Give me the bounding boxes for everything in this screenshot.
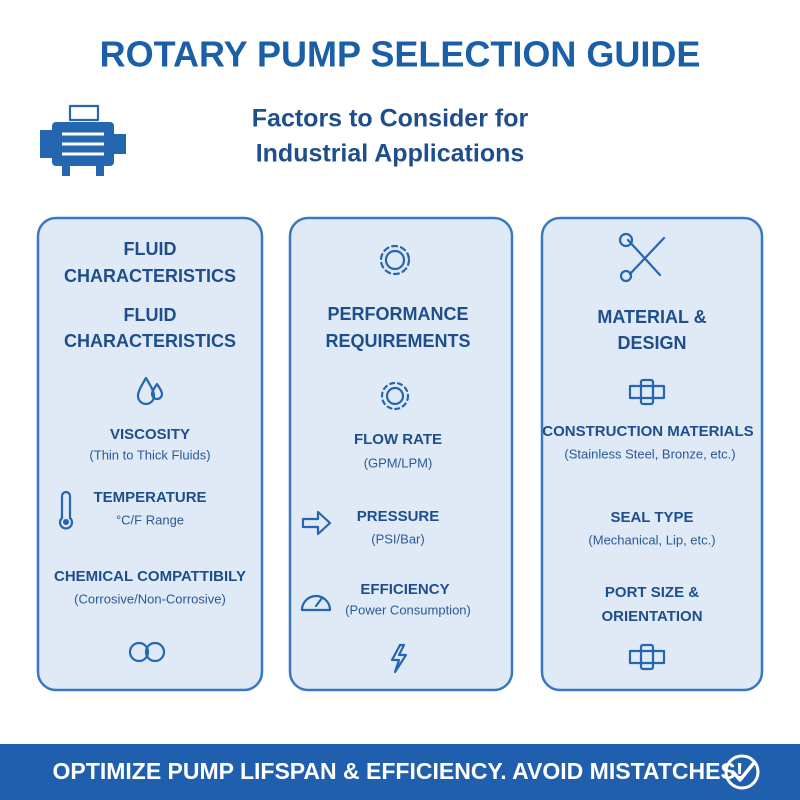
rings-icon <box>128 641 166 663</box>
svg-text:PORT SIZE &: PORT SIZE & <box>605 584 699 601</box>
item-title: VISCOSITY <box>110 426 190 443</box>
column-heading: REQUIREMENTS <box>325 331 470 351</box>
pipe-icon <box>628 643 666 671</box>
gauge-icon <box>300 594 332 612</box>
check-icon <box>724 754 760 790</box>
panel <box>288 216 514 692</box>
svg-text:ORIENTATION: ORIENTATION <box>601 608 702 625</box>
tools-icon <box>618 232 666 283</box>
item-detail: (GPM/LPM) <box>364 455 433 470</box>
thermometer-icon <box>58 490 74 530</box>
item-title: EFFICIENCY <box>360 581 449 598</box>
column-heading: FLUID <box>124 239 177 259</box>
subtitle: Industrial Applications <box>256 140 525 168</box>
arrow-icon <box>301 510 332 536</box>
footer-text: OPTIMIZE PUMP LIFSPAN & EFFICIENCY. AVOI… <box>53 758 744 784</box>
motor-icon <box>40 104 126 176</box>
item-title: SEAL TYPE <box>610 509 693 526</box>
subtitle: Factors to Consider for <box>252 105 529 133</box>
column-heading: PERFORMANCE <box>327 304 468 324</box>
item-detail: (Thin to Thick Fluids) <box>89 447 210 462</box>
item-detail: (Power Consumption) <box>345 602 471 617</box>
item-detail: °C/F Range <box>116 512 184 527</box>
item-detail: (Stainless Steel, Bronze, etc.) <box>564 446 735 461</box>
panel <box>36 216 264 692</box>
item-detail: (Corrosive/Non-Corrosive) <box>74 591 226 606</box>
drop-icon <box>136 376 164 406</box>
gear-icon <box>380 381 410 411</box>
column-heading: MATERIAL & <box>597 307 706 327</box>
pipe-icon <box>628 378 666 406</box>
item-title: PRESSURE <box>357 508 440 525</box>
column-heading: CHARACTERISTICS <box>64 331 236 351</box>
lightning-icon <box>390 643 408 674</box>
title: ROTARY PUMP SELECTION GUIDE <box>100 34 701 75</box>
item-detail: (PSI/Bar) <box>371 531 424 546</box>
footer-banner <box>0 744 800 800</box>
column-heading: FLUID <box>124 305 177 325</box>
column-heading: DESIGN <box>617 333 686 353</box>
item-title: CONSTRUCTION MATERIALS <box>542 423 753 440</box>
panel <box>540 216 764 692</box>
item-title: TEMPERATURE <box>93 489 206 506</box>
item-title: CHEMICAL COMPATTIBILY <box>54 568 246 585</box>
item-title: FLOW RATE <box>354 431 442 448</box>
column-heading: CHARACTERISTICS <box>64 266 236 286</box>
gear-icon <box>379 244 411 276</box>
item-title: PORT SIZE & ORIENTATION <box>601 584 702 625</box>
item-detail: (Mechanical, Lip, etc.) <box>588 532 715 547</box>
